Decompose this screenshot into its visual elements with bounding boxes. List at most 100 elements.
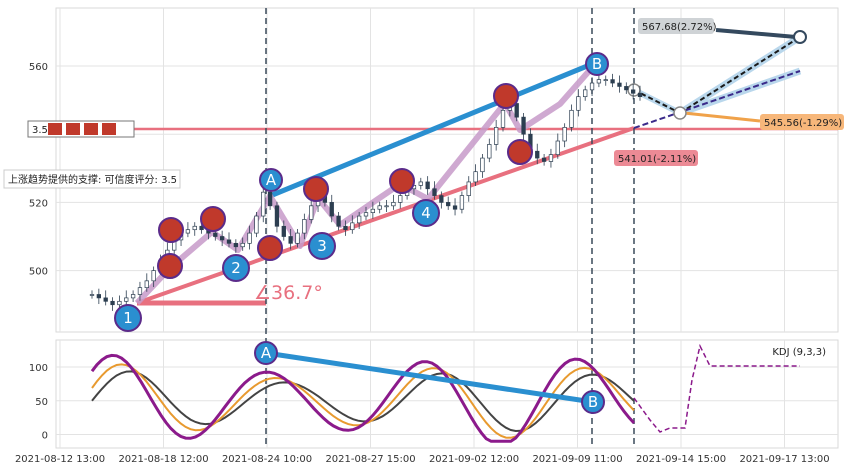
wave-marker-A-label: A (266, 171, 277, 189)
wave-markers: 1 2 3 4 A B A B (114, 52, 609, 414)
candle-body (473, 171, 478, 183)
candle-body (480, 157, 485, 173)
candle-body (446, 202, 451, 207)
candle-body (452, 205, 458, 210)
candle-body (220, 236, 225, 241)
red-wave-marker (257, 235, 283, 261)
kdj-marker-A (254, 341, 278, 365)
price-panel (55, 7, 839, 333)
channel-top-line (269, 59, 598, 199)
candle-body (514, 103, 519, 118)
candle-body (466, 181, 471, 196)
x-tick-label: 2021-08-27 15:00 (325, 454, 415, 465)
wave-marker-3-label: 3 (317, 237, 327, 255)
trend-angle-label: ∠36.7° (254, 282, 323, 304)
candle-body (329, 202, 334, 217)
candle-body (494, 127, 499, 145)
candle-body (130, 294, 136, 299)
candle-body (370, 208, 375, 213)
candle-body (247, 232, 252, 244)
candle-body (487, 144, 492, 159)
price-label-upper: 567.68(2.72%) (642, 22, 717, 33)
support-box (3, 169, 181, 189)
wave-marker-4-label: 4 (421, 204, 431, 222)
candle-body (185, 229, 191, 234)
red-wave-marker (200, 206, 226, 232)
price-label-mid-box (760, 114, 844, 130)
candle-body (288, 236, 293, 244)
candle-body (637, 92, 643, 98)
candle-body (281, 225, 286, 237)
kdj-line-K (91, 370, 635, 433)
candle-body (500, 109, 506, 128)
candle-body (350, 222, 355, 231)
price-label-mid: 545.56(-1.29%) (764, 118, 842, 129)
candle-body (110, 300, 115, 306)
candle-body (117, 300, 122, 306)
candle-body (343, 225, 348, 231)
resistance-swatch (66, 123, 80, 135)
candle-body (267, 191, 273, 207)
x-tick-label: 2021-09-02 12:00 (429, 454, 519, 465)
wave-marker-2 (222, 254, 250, 282)
x-tick-label: 2021-08-24 10:00 (222, 454, 312, 465)
red-wave-marker (303, 176, 329, 202)
resistance-box-text: 3.5 (32, 125, 48, 136)
candle-body (144, 280, 149, 289)
wave-marker-3 (308, 232, 336, 260)
candle-body (309, 205, 314, 220)
arrow-upper (715, 28, 797, 39)
candle-body (89, 294, 95, 296)
candle-body (363, 212, 369, 217)
candle-body (535, 150, 540, 159)
candle-body (398, 195, 403, 203)
kdj-projection (633, 343, 800, 433)
wave-marker-1-label: 1 (123, 309, 133, 327)
candle-body (96, 294, 102, 299)
kdj-tick-label: 50 (35, 397, 48, 408)
y-tick-label: 520 (29, 198, 48, 209)
arrow-mid (683, 111, 761, 123)
projection-dash (633, 70, 801, 129)
y-tick-label: 560 (29, 62, 48, 73)
candle-body (151, 270, 156, 282)
candle-body (569, 109, 574, 128)
candle-body (432, 188, 437, 196)
candle-body (555, 140, 560, 156)
candle-body (192, 225, 197, 231)
y-tick-label: 500 (29, 267, 48, 278)
resistance-swatch (48, 123, 62, 135)
red-wave-marker (493, 83, 519, 109)
candle-body (124, 297, 129, 302)
candle-body (459, 195, 465, 210)
candle-body (137, 287, 143, 295)
wave-marker-1 (114, 304, 142, 332)
candle-body (274, 205, 280, 227)
candle-body (384, 205, 389, 208)
candle-body (576, 96, 581, 111)
candle-body (261, 191, 266, 217)
candle-body (254, 215, 259, 234)
price-label-upper-box (638, 18, 714, 34)
wave-marker-B-label: B (592, 55, 602, 73)
red-wave-marker (389, 168, 415, 194)
candle-body (418, 181, 423, 186)
candle-body (583, 89, 588, 98)
kdj-marker-B (581, 390, 605, 414)
annotation-labels: ∠36.7° 上涨趋势提供的支撑: 可信度评分: 3.5 3.5 567.68(2.7… (3, 18, 844, 304)
x-tick-label: 2021-08-12 13:00 (15, 454, 105, 465)
candle-body (302, 219, 307, 234)
resistance-swatch (84, 123, 98, 135)
kdj-tick-label: 100 (29, 363, 48, 374)
candle-body (624, 86, 629, 91)
candle-body (589, 82, 595, 91)
candle-body (617, 82, 622, 87)
x-tick-label: 2021-09-09 11:00 (532, 454, 622, 465)
support-box-text: 上涨趋势提供的支撑: 可信度评分: 3.5 (8, 173, 177, 186)
candle-body (295, 232, 300, 244)
kdj-marker-B-label: B (588, 393, 598, 411)
candle-body (377, 205, 382, 210)
kdj-panel (55, 339, 839, 449)
wave-marker-2-label: 2 (231, 259, 241, 277)
